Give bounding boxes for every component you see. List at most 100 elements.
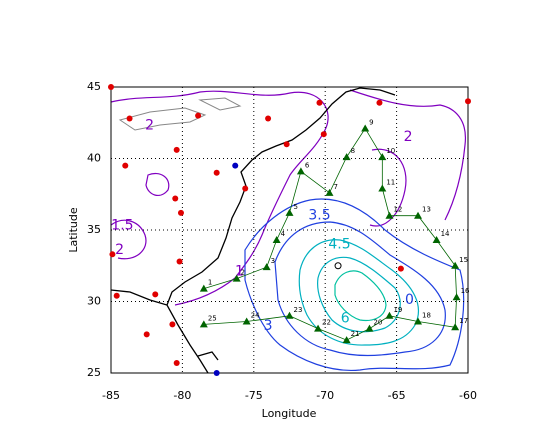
point-label: 21 bbox=[351, 330, 360, 338]
point-label: 13 bbox=[422, 206, 431, 214]
point-label: 17 bbox=[459, 317, 468, 325]
station-point bbox=[320, 131, 327, 138]
track-point bbox=[342, 336, 351, 344]
track-point bbox=[452, 293, 461, 301]
contour-label: 3 bbox=[264, 318, 273, 334]
station-point bbox=[213, 169, 220, 176]
contour-label: 6 bbox=[341, 311, 350, 327]
station-point bbox=[376, 99, 383, 106]
contour-label: 2 bbox=[404, 129, 413, 145]
contour bbox=[317, 256, 401, 333]
contour-label: 3.5 bbox=[308, 208, 330, 224]
x-tick-label: -60 bbox=[459, 389, 477, 402]
y-tick-label: 35 bbox=[87, 223, 101, 236]
track-point bbox=[314, 324, 323, 332]
x-tick-label: -80 bbox=[173, 389, 191, 402]
point-label: 1 bbox=[208, 279, 212, 287]
contour bbox=[274, 221, 446, 357]
station-point bbox=[195, 112, 202, 119]
track-point bbox=[272, 236, 281, 244]
track-point bbox=[232, 274, 241, 282]
contour bbox=[110, 90, 329, 306]
contour-label: 4.5 bbox=[328, 236, 350, 252]
station-point bbox=[126, 115, 133, 122]
track-point bbox=[285, 311, 294, 319]
contour-label: 2 bbox=[115, 242, 124, 258]
track-point bbox=[432, 236, 441, 244]
contour-label: 1.5 bbox=[111, 218, 133, 234]
track-point bbox=[361, 124, 370, 132]
point-label: 11 bbox=[386, 179, 395, 187]
contour-label: 1 bbox=[235, 263, 244, 279]
contour bbox=[349, 89, 467, 221]
point-label: 14 bbox=[441, 230, 450, 238]
point-label: 3 bbox=[271, 257, 275, 265]
contour-label: 2 bbox=[145, 118, 154, 134]
station-point bbox=[213, 370, 220, 376]
point-label: 24 bbox=[251, 312, 260, 320]
station-point bbox=[176, 258, 183, 265]
station-point bbox=[283, 141, 290, 148]
point-label: 23 bbox=[294, 306, 303, 314]
point-label: 4 bbox=[281, 230, 286, 238]
y-tick-label: 30 bbox=[87, 295, 101, 308]
point-label: 25 bbox=[208, 314, 217, 322]
track-point bbox=[199, 320, 208, 328]
track-point bbox=[242, 317, 251, 325]
station-point bbox=[172, 195, 179, 202]
contour bbox=[145, 172, 170, 197]
station-point bbox=[265, 115, 272, 122]
x-tick-label: -65 bbox=[388, 389, 406, 402]
point-label: 5 bbox=[294, 203, 298, 211]
point-label: 18 bbox=[422, 312, 431, 320]
station-point bbox=[173, 359, 180, 366]
station-point bbox=[122, 162, 129, 169]
station-point bbox=[397, 265, 404, 272]
point-label: 2 bbox=[241, 269, 245, 277]
point-label: 22 bbox=[322, 319, 331, 327]
point-label: 16 bbox=[461, 287, 470, 295]
x-tick-label: -75 bbox=[245, 389, 263, 402]
station-point bbox=[316, 99, 323, 106]
plot-frame bbox=[110, 86, 469, 374]
track-point bbox=[378, 153, 387, 161]
station-point bbox=[232, 162, 239, 169]
track-point bbox=[325, 188, 334, 196]
track-point bbox=[385, 211, 394, 219]
station-point bbox=[108, 84, 114, 90]
x-tick-label: -85 bbox=[102, 389, 120, 402]
station-point bbox=[177, 209, 184, 216]
station-point bbox=[465, 98, 471, 105]
point-label: 8 bbox=[351, 147, 355, 155]
track-point bbox=[414, 317, 423, 325]
track-point bbox=[365, 324, 374, 332]
point-label: 15 bbox=[459, 256, 468, 264]
lakes bbox=[118, 97, 242, 131]
track-point bbox=[342, 153, 351, 161]
track-point bbox=[451, 323, 460, 331]
point-label: 10 bbox=[386, 147, 395, 155]
track-point bbox=[285, 208, 294, 216]
y-tick-label: 45 bbox=[87, 80, 101, 93]
contours bbox=[110, 89, 467, 372]
station-point bbox=[143, 331, 150, 338]
station-point bbox=[152, 291, 159, 298]
track-point bbox=[414, 211, 423, 219]
contour bbox=[244, 198, 465, 372]
track-point bbox=[262, 263, 271, 271]
point-label: 19 bbox=[393, 306, 402, 314]
point-label: 7 bbox=[333, 183, 337, 191]
contour bbox=[298, 239, 420, 346]
track-point bbox=[378, 184, 387, 192]
point-label: 9 bbox=[369, 118, 373, 126]
x-axis-label: Longitude bbox=[262, 407, 317, 420]
track-point bbox=[451, 261, 460, 269]
station-point bbox=[173, 146, 180, 153]
station-point bbox=[109, 251, 116, 258]
track-point bbox=[385, 311, 394, 319]
contour bbox=[334, 270, 387, 322]
contour-label: 0 bbox=[405, 292, 414, 308]
station-point bbox=[242, 185, 249, 192]
point-label: 12 bbox=[393, 206, 402, 214]
